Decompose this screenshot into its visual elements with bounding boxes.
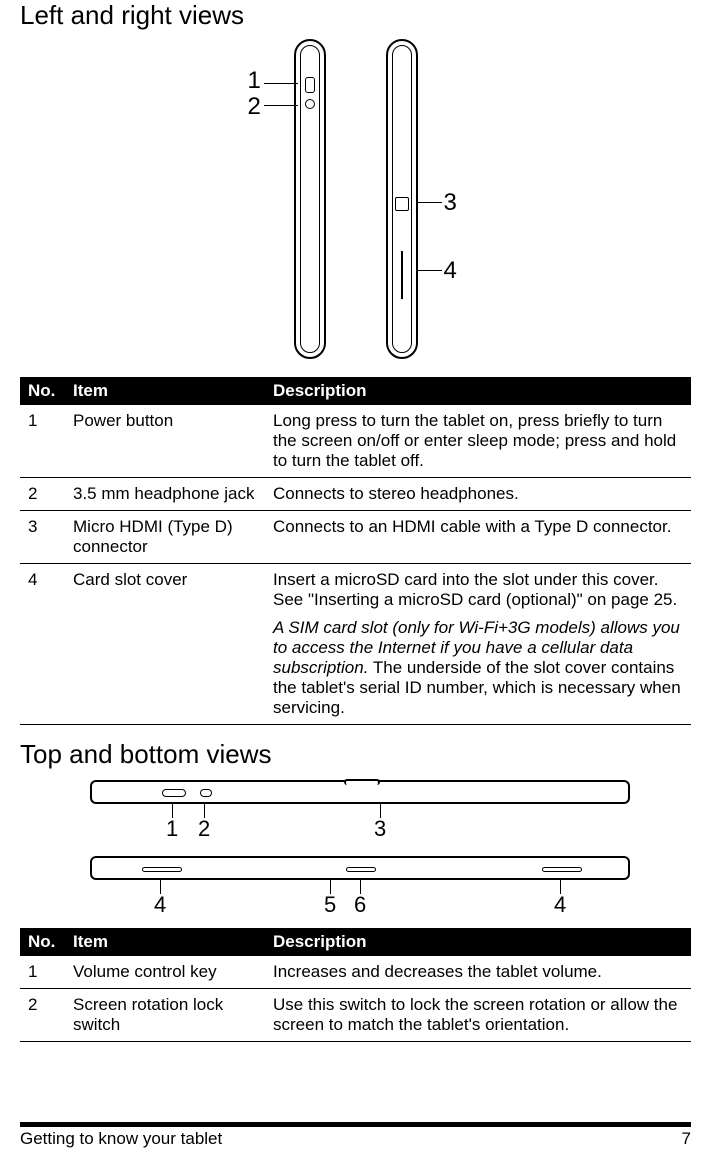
table-row: 1 Volume control key Increases and decre… xyxy=(20,956,691,989)
th-item: Item xyxy=(65,377,265,405)
cell-desc: Connects to stereo headphones. xyxy=(265,478,691,511)
section-title-top-bottom: Top and bottom views xyxy=(20,739,691,770)
table-row: 3 Micro HDMI (Type D) connector Connects… xyxy=(20,511,691,564)
speaker-left-mark xyxy=(142,867,182,872)
headphone-jack-mark xyxy=(305,99,315,109)
diagram-side-views: 1 2 3 4 xyxy=(20,39,691,359)
side-views-table: No. Item Description 1 Power button Long… xyxy=(20,377,691,725)
callout-3: 3 xyxy=(444,189,457,217)
cell-item: Volume control key xyxy=(65,956,265,989)
cell-no: 1 xyxy=(20,405,65,478)
callout-t2: 2 xyxy=(198,816,210,842)
power-button-mark xyxy=(305,77,315,93)
callout-4: 4 xyxy=(444,257,457,285)
cell-item: Card slot cover xyxy=(65,564,265,725)
rotation-lock-mark xyxy=(200,789,212,797)
th-no: No. xyxy=(20,928,65,956)
top-edge-outline xyxy=(90,780,630,804)
right-side-outline xyxy=(386,39,418,359)
cell-no: 1 xyxy=(20,956,65,989)
table-row: 1 Power button Long press to turn the ta… xyxy=(20,405,691,478)
diagram-top-bottom-views: 1 2 3 4 5 6 4 xyxy=(90,780,630,910)
bottom-edge-outline xyxy=(90,856,630,880)
th-no: No. xyxy=(20,377,65,405)
speaker-right-mark xyxy=(542,867,582,872)
callout-2: 2 xyxy=(248,93,261,121)
cell-item: Power button xyxy=(65,405,265,478)
hdmi-mark xyxy=(395,197,409,211)
callout-t3: 3 xyxy=(374,816,386,842)
callout-b6: 6 xyxy=(354,892,366,918)
cell-desc: Increases and decreases the tablet volum… xyxy=(265,956,691,989)
cell-desc: Use this switch to lock the screen rotat… xyxy=(265,989,691,1042)
th-desc: Description xyxy=(265,377,691,405)
footer-page-number: 7 xyxy=(682,1129,691,1149)
table-row: 2 Screen rotation lock switch Use this s… xyxy=(20,989,691,1042)
callout-b4l: 4 xyxy=(154,892,166,918)
section-title-side-views: Left and right views xyxy=(20,0,691,31)
top-center-mark xyxy=(344,779,380,785)
cell-item: 3.5 mm headphone jack xyxy=(65,478,265,511)
cell-item: Screen rotation lock switch xyxy=(65,989,265,1042)
th-desc: Description xyxy=(265,928,691,956)
cell-no: 3 xyxy=(20,511,65,564)
cell-desc: Long press to turn the tablet on, press … xyxy=(265,405,691,478)
callout-1: 1 xyxy=(248,67,261,95)
cell-desc: Connects to an HDMI cable with a Type D … xyxy=(265,511,691,564)
cell-no: 2 xyxy=(20,478,65,511)
callout-b5: 5 xyxy=(324,892,336,918)
dock-mark xyxy=(346,867,376,872)
cell-item: Micro HDMI (Type D) connector xyxy=(65,511,265,564)
volume-key-mark xyxy=(162,789,186,797)
table-row: 2 3.5 mm headphone jack Connects to ster… xyxy=(20,478,691,511)
table-row: 4 Card slot cover Insert a microSD card … xyxy=(20,564,691,725)
callout-b4r: 4 xyxy=(554,892,566,918)
desc-part1: Insert a microSD card into the slot unde… xyxy=(273,570,677,609)
cell-no: 4 xyxy=(20,564,65,725)
footer-left: Getting to know your tablet xyxy=(20,1129,222,1149)
left-side-outline xyxy=(294,39,326,359)
card-slot-line xyxy=(401,251,403,299)
cell-no: 2 xyxy=(20,989,65,1042)
top-bottom-table: No. Item Description 1 Volume control ke… xyxy=(20,928,691,1042)
th-item: Item xyxy=(65,928,265,956)
page-footer: Getting to know your tablet 7 xyxy=(20,1125,691,1149)
callout-t1: 1 xyxy=(166,816,178,842)
cell-desc: Insert a microSD card into the slot unde… xyxy=(265,564,691,725)
